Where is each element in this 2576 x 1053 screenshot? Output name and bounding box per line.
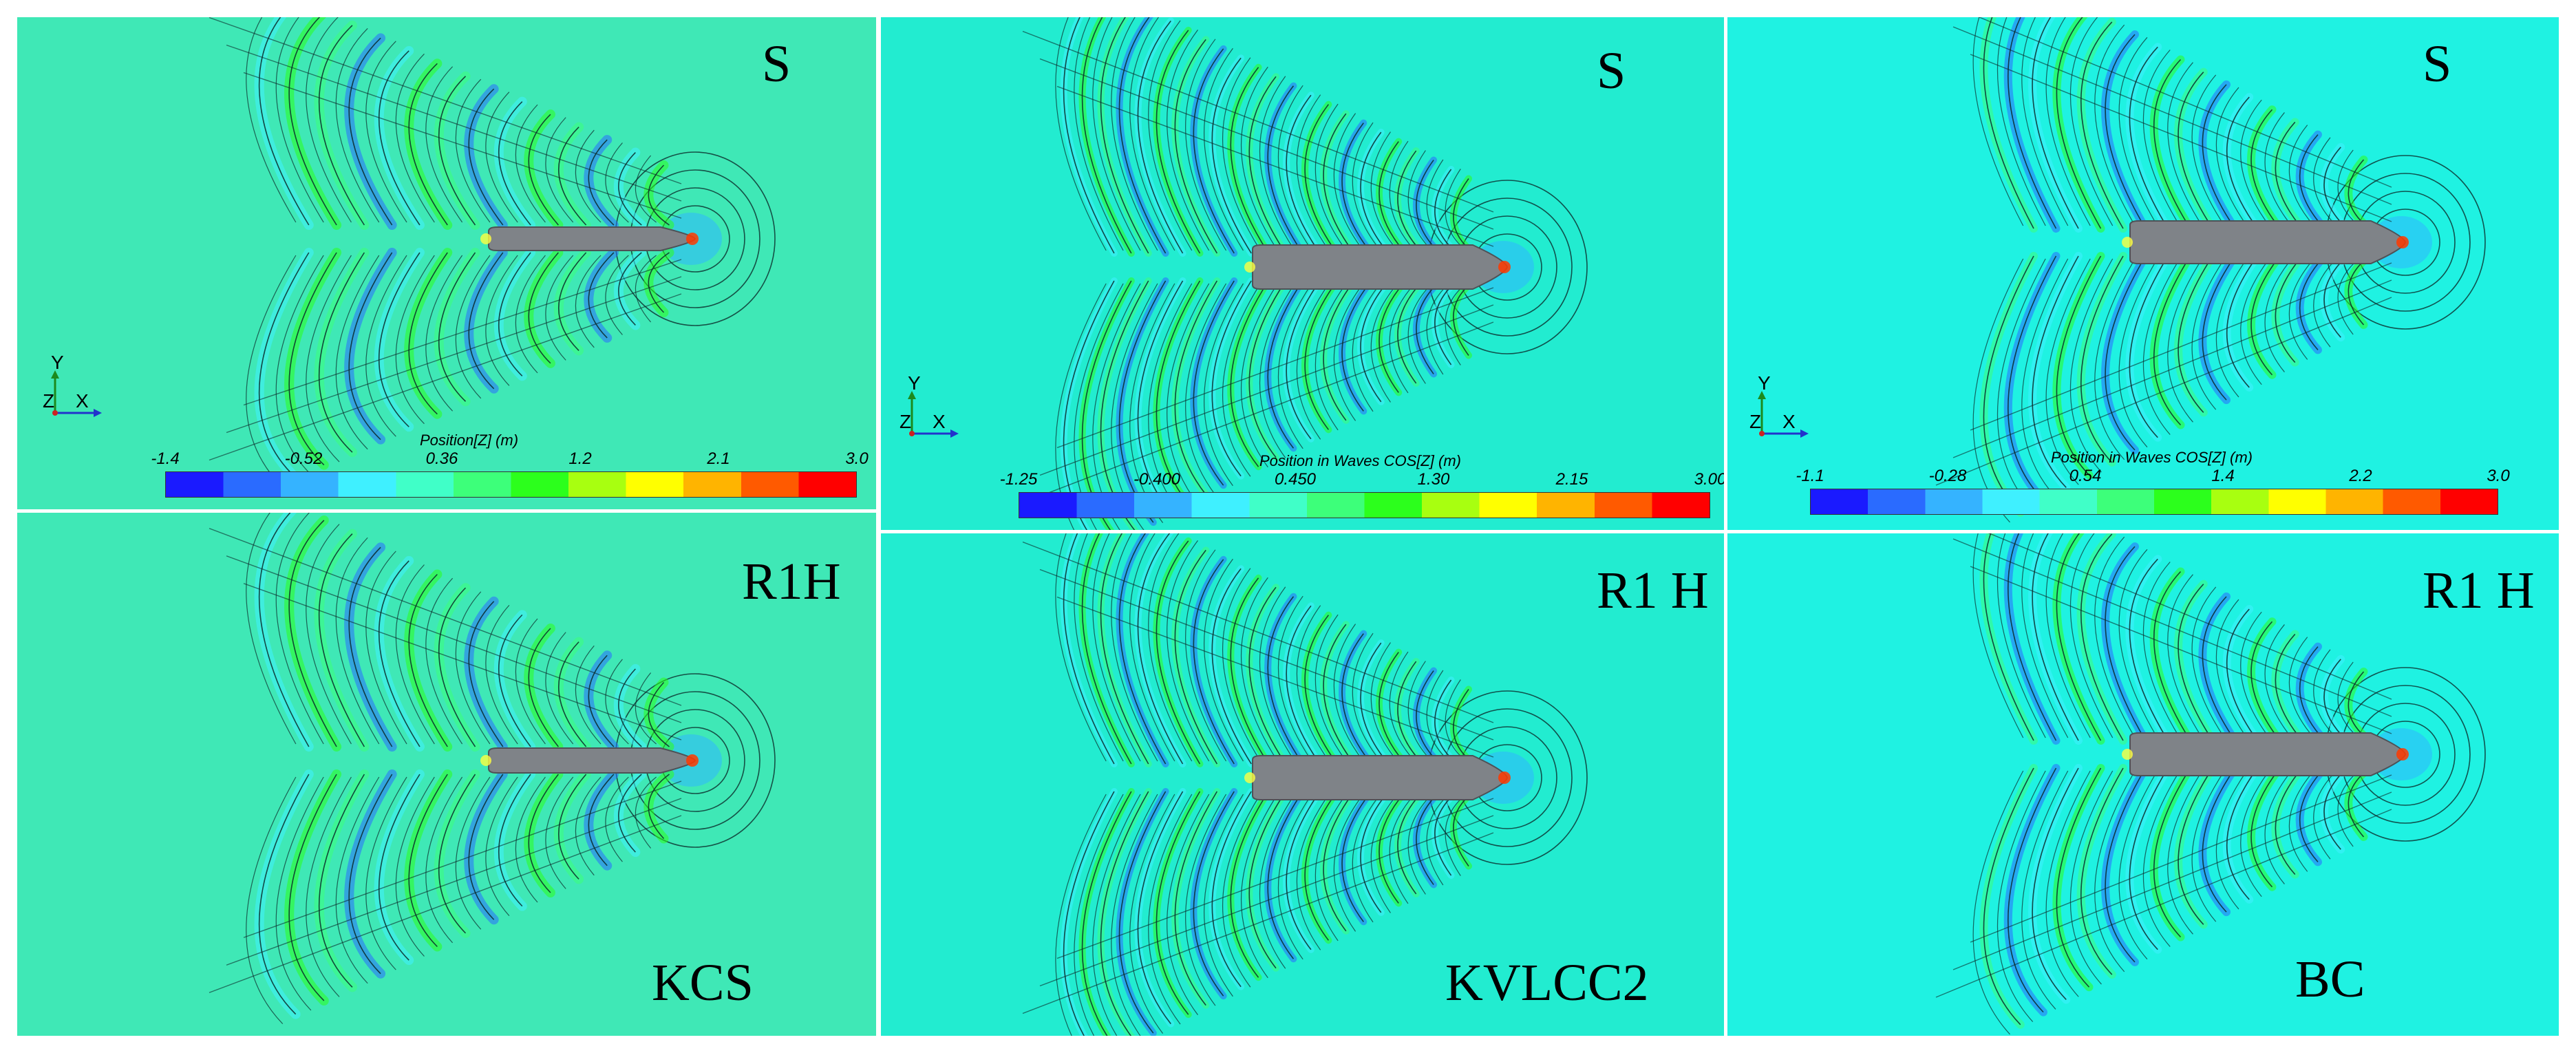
panel-bc-r1h: R1 H BC — [1727, 533, 2559, 1036]
wave-field-bc-r1h — [1727, 533, 2559, 1036]
axis-y-label: Y — [908, 372, 921, 394]
axis-z-label: Z — [43, 390, 54, 412]
colorbar-tick: 0.450 — [1274, 470, 1317, 489]
colorbar-title: Position in Waves COS[Z] (m) — [2051, 449, 2253, 466]
wave-field-kcs-r1h — [17, 513, 876, 1036]
colorbar-tick: 2.2 — [2349, 467, 2372, 485]
ship-label: KCS — [652, 954, 754, 1012]
scheme-label: S — [2423, 35, 2452, 93]
ship-hull — [1252, 244, 1509, 290]
colorbar-tick: 2.1 — [707, 449, 730, 468]
colorbar-title: Position in Waves COS[Z] (m) — [1259, 452, 1461, 469]
scheme-label: R1 H — [2423, 562, 2535, 619]
colorbar-tick: 0.36 — [425, 449, 458, 468]
colorbar-tick: 1.2 — [568, 449, 592, 468]
colorbar-gradient — [165, 471, 857, 498]
colorbar: Position in Waves COS[Z] (m) -1.25 -0.40… — [1000, 451, 1724, 520]
colorbar-tick: -1.4 — [151, 449, 180, 468]
axis-x-label: X — [1782, 411, 1796, 432]
ship-hull — [488, 747, 696, 774]
colorbar-tick: 2.15 — [1555, 470, 1588, 489]
ship-hull — [1252, 755, 1509, 800]
axis-triad-icon: YZ X — [900, 372, 959, 438]
wave-field-kvlcc2-r1h — [881, 533, 1724, 1036]
colorbar-tick: 1.30 — [1417, 470, 1450, 489]
panel-kcs-r1h: R1H KCS — [17, 513, 876, 1036]
ship-label: BC — [2295, 950, 2365, 1008]
colorbar: Position[Z] (m) -1.4 -0.52 0.36 1.2 2.1 … — [151, 430, 869, 499]
ship-label: KVLCC2 — [1445, 954, 1649, 1012]
colorbar-tick: 3.00 — [1694, 470, 1724, 489]
colorbar-tick: -1.25 — [999, 470, 1038, 489]
axis-y-label: Y — [51, 352, 64, 373]
ship-hull — [488, 226, 696, 251]
wave-field-kvlcc2-s — [881, 17, 1724, 530]
axis-z-label: Z — [900, 411, 911, 432]
axis-x-label: X — [76, 390, 89, 412]
wave-field-kcs-s — [17, 17, 876, 509]
colorbar-gradient — [1810, 489, 2498, 515]
axis-triad-icon: YZ X — [1749, 372, 1809, 438]
scheme-label: S — [1597, 42, 1626, 100]
scheme-label: R1 H — [1597, 562, 1709, 619]
axis-x-label: X — [933, 411, 946, 432]
ship-hull — [2129, 220, 2407, 264]
colorbar-tick: -0.28 — [1928, 467, 1967, 485]
axis-triad-icon: YZ X — [43, 352, 102, 417]
colorbar-tick: 0.54 — [2069, 467, 2102, 485]
colorbar-tick: 1.4 — [2211, 467, 2235, 485]
panel-kvlcc2-r1h: R1 H KVLCC2 — [881, 533, 1724, 1036]
colorbar-tick: -1.1 — [1796, 467, 1824, 485]
colorbar-tick: 3.0 — [2487, 467, 2510, 485]
scheme-label: S — [762, 35, 791, 93]
colorbar-title: Position[Z] (m) — [420, 432, 519, 449]
wave-field-bc-s — [1727, 17, 2559, 530]
colorbar-gradient — [1019, 492, 1710, 518]
colorbar-tick: -0.400 — [1133, 470, 1181, 489]
axis-z-label: Z — [1749, 411, 1761, 432]
colorbar-tick: 3.0 — [845, 449, 869, 468]
scheme-label: R1H — [742, 553, 841, 610]
colorbar: Position in Waves COS[Z] (m) -1.1 -0.28 … — [1796, 447, 2510, 516]
axis-y-label: Y — [1758, 372, 1771, 394]
ship-hull — [2129, 732, 2407, 776]
colorbar-tick: -0.52 — [284, 449, 323, 468]
